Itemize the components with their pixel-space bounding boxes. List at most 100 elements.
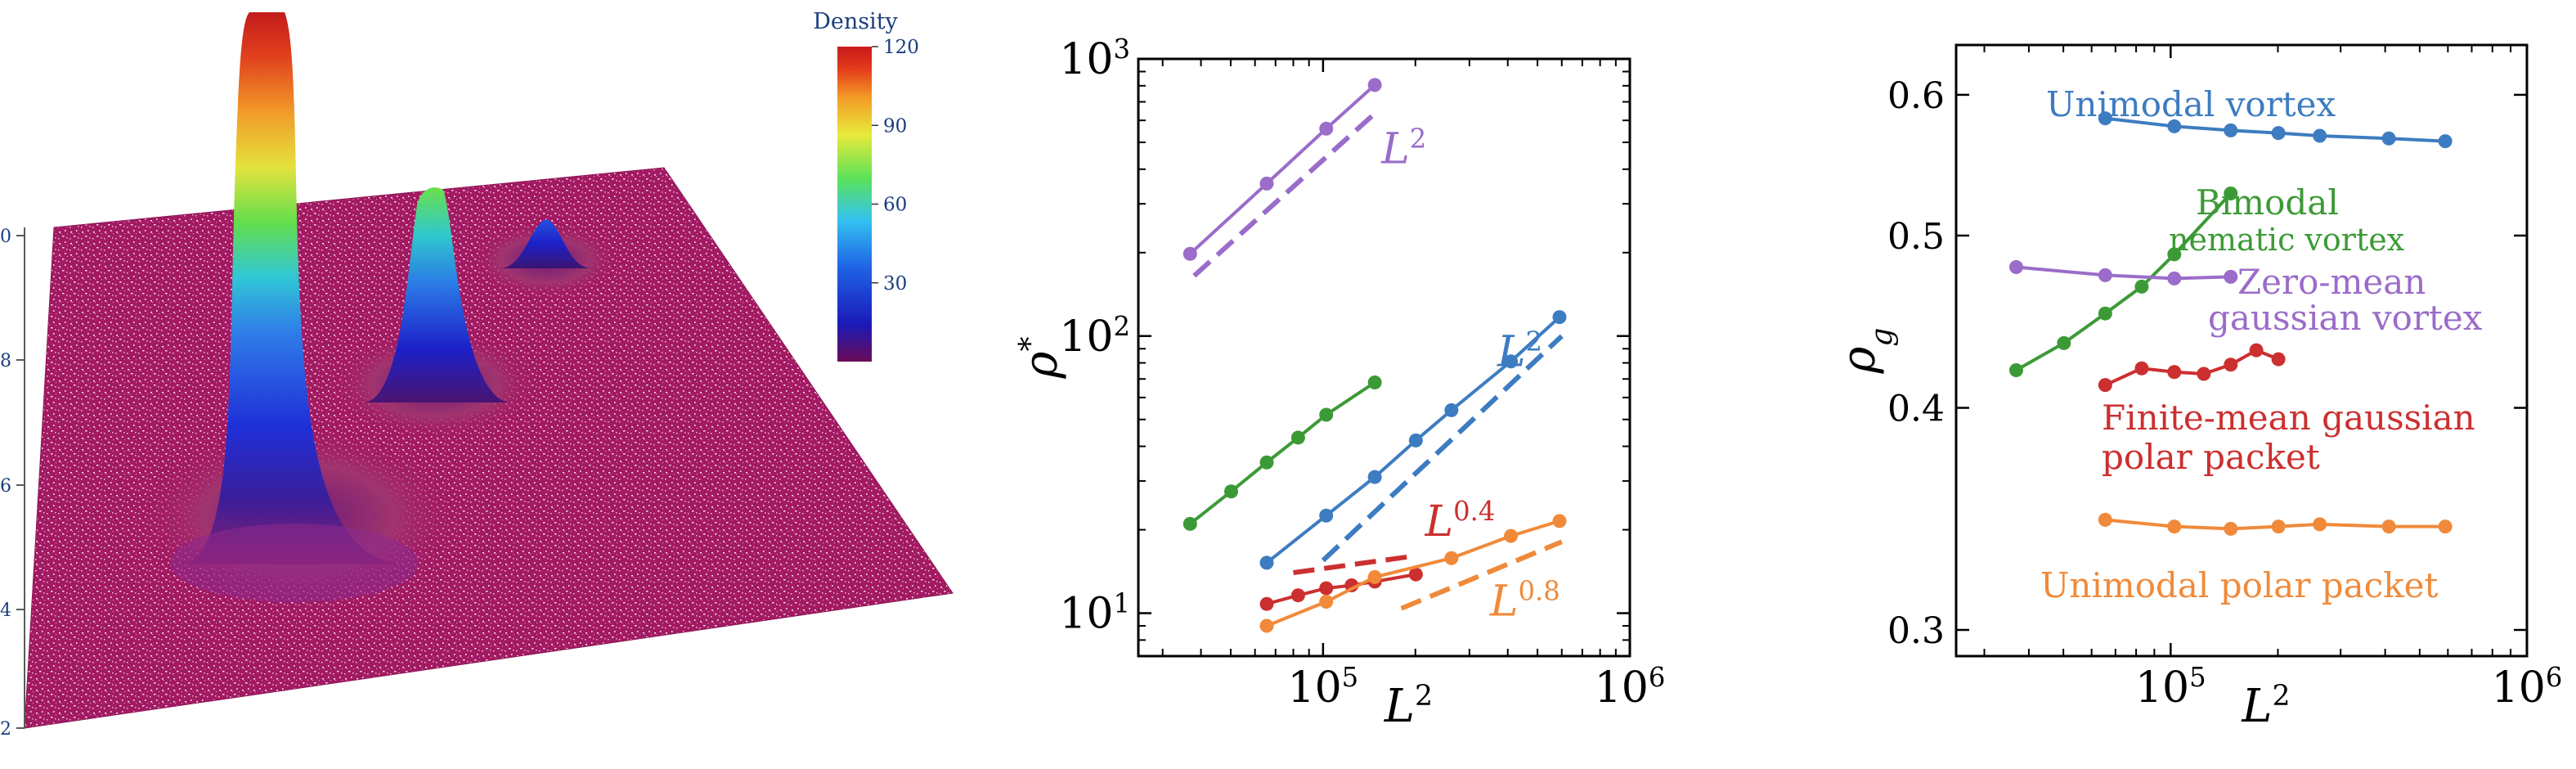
guide-label-part: 2 — [1410, 124, 1427, 155]
y-axis-label-part: * — [1014, 337, 1048, 352]
data-point — [1259, 555, 1274, 570]
data-point — [1259, 176, 1274, 191]
guide-line — [1321, 334, 1564, 563]
series-line — [1266, 573, 1416, 606]
data-point — [2313, 517, 2327, 532]
plot-frame — [1137, 57, 1631, 658]
axis-tick-label: 0 — [0, 227, 11, 247]
x-axis-label-part: 2 — [1415, 680, 1433, 713]
x-axis-label-part: L — [1384, 680, 1415, 733]
x-tick-label-part: 10 — [2492, 663, 2546, 713]
x-axis-label-part: 2 — [2273, 680, 2291, 713]
guide-label: L2 — [1380, 124, 1426, 174]
data-point — [2381, 131, 2396, 146]
y-tick-label: 102 — [1059, 311, 1130, 362]
y-axis-label: ρ* — [1014, 337, 1069, 380]
data-point — [2224, 358, 2238, 372]
colorbar-tick-label: 30 — [883, 273, 907, 295]
series-line — [2016, 265, 2231, 281]
data-point — [2224, 269, 2238, 284]
peak-mid — [360, 187, 509, 403]
guide-label-part: 0.4 — [1453, 496, 1495, 527]
y-axis-label-part: g — [1865, 328, 1899, 347]
y-tick-label-part: 10 — [1059, 590, 1113, 639]
series-annotation: Finite-mean gaussian — [2102, 398, 2475, 438]
data-point — [2224, 521, 2238, 536]
y-tick-label-part: 10 — [1059, 313, 1113, 362]
data-point — [2134, 279, 2149, 294]
y-tick-label-part: 0.5 — [1887, 216, 1945, 258]
x-tick-label-part: 5 — [2189, 662, 2206, 693]
data-point — [1552, 310, 1567, 325]
data-point — [1504, 528, 1519, 543]
peak-big — [172, 12, 417, 565]
series-annotation: Unimodal polar packet — [2040, 565, 2439, 605]
series-annotation-part: Unimodal polar packet — [2040, 565, 2439, 605]
data-point — [1444, 402, 1459, 417]
data-point — [2167, 271, 2182, 286]
data-point — [2057, 335, 2071, 350]
data-point — [2271, 352, 2286, 367]
y-axis-label-part: ρ — [1015, 351, 1068, 379]
data-point — [1319, 508, 1334, 523]
data-point — [1408, 433, 1423, 447]
guide-label: L0.4 — [1425, 496, 1496, 546]
data-point — [1290, 588, 1305, 603]
series-line — [1188, 83, 1376, 255]
data-point — [2098, 306, 2112, 321]
guide-line — [1400, 539, 1563, 611]
data-point — [2167, 119, 2182, 133]
y-tick-label: 0.6 — [1887, 75, 1945, 117]
data-point — [1504, 354, 1519, 369]
axis-tick-label: 128 — [0, 351, 11, 371]
y-tick-label: 103 — [1059, 34, 1130, 84]
axis-tick-label: 384 — [0, 600, 11, 621]
y-axis-label-part: ρ — [1833, 346, 1886, 374]
x-tick-label-part: 10 — [2135, 663, 2189, 713]
series-annotation-part: Finite-mean gaussian — [2102, 398, 2475, 438]
data-point — [1319, 121, 1334, 136]
y-tick-label-part: 2 — [1113, 311, 1130, 342]
surface-panel: 0 128 256 384 512 Density 120 90 60 30 — [0, 9, 954, 740]
series-annotation: polar packet — [2102, 437, 2320, 477]
series-annotation: Zero-mean — [2237, 262, 2426, 302]
data-point — [2224, 123, 2238, 137]
peak-big-foot — [170, 524, 419, 602]
data-point — [2438, 519, 2453, 534]
x-axis-label-part: L — [2241, 680, 2272, 733]
guide-line — [1192, 108, 1381, 278]
series-annotation-part: nematic vortex — [2169, 222, 2404, 258]
x-tick-label: 105 — [1288, 662, 1359, 713]
axis-tick-label: 256 — [0, 476, 11, 497]
data-point — [2271, 519, 2286, 534]
guide-label-part: L — [1425, 497, 1454, 546]
series-line — [1189, 380, 1376, 525]
y-tick-label: 101 — [1059, 588, 1130, 639]
x-axis-label: L2 — [1384, 680, 1433, 733]
x-tick-label: 106 — [2492, 662, 2563, 713]
data-point — [1259, 596, 1274, 611]
axis-ticks: 0 128 256 384 512 — [0, 227, 25, 740]
series-annotation: Bimodal — [2196, 182, 2339, 223]
series-annotation-part: polar packet — [2102, 437, 2320, 477]
series-line — [2015, 192, 2233, 372]
colorbar-gradient — [837, 47, 872, 362]
y-tick-label-part: 0.4 — [1887, 389, 1945, 430]
series-annotation-part: Bimodal — [2196, 182, 2339, 223]
colorbar-title: Density — [813, 9, 898, 34]
data-point — [2008, 259, 2023, 274]
colorbar: Density 120 90 60 30 — [813, 9, 919, 362]
data-point — [1367, 376, 1382, 390]
x-tick-label-part: 10 — [1595, 663, 1649, 713]
series-annotation-part: Unimodal vortex — [2046, 84, 2336, 124]
data-point — [2167, 365, 2182, 380]
data-point — [2249, 343, 2264, 358]
data-point — [2008, 362, 2023, 377]
data-point — [2098, 378, 2112, 393]
data-point — [1290, 430, 1305, 445]
series-annotation-part: Zero-mean — [2237, 262, 2426, 302]
y-tick-label: 0.4 — [1887, 389, 1945, 430]
